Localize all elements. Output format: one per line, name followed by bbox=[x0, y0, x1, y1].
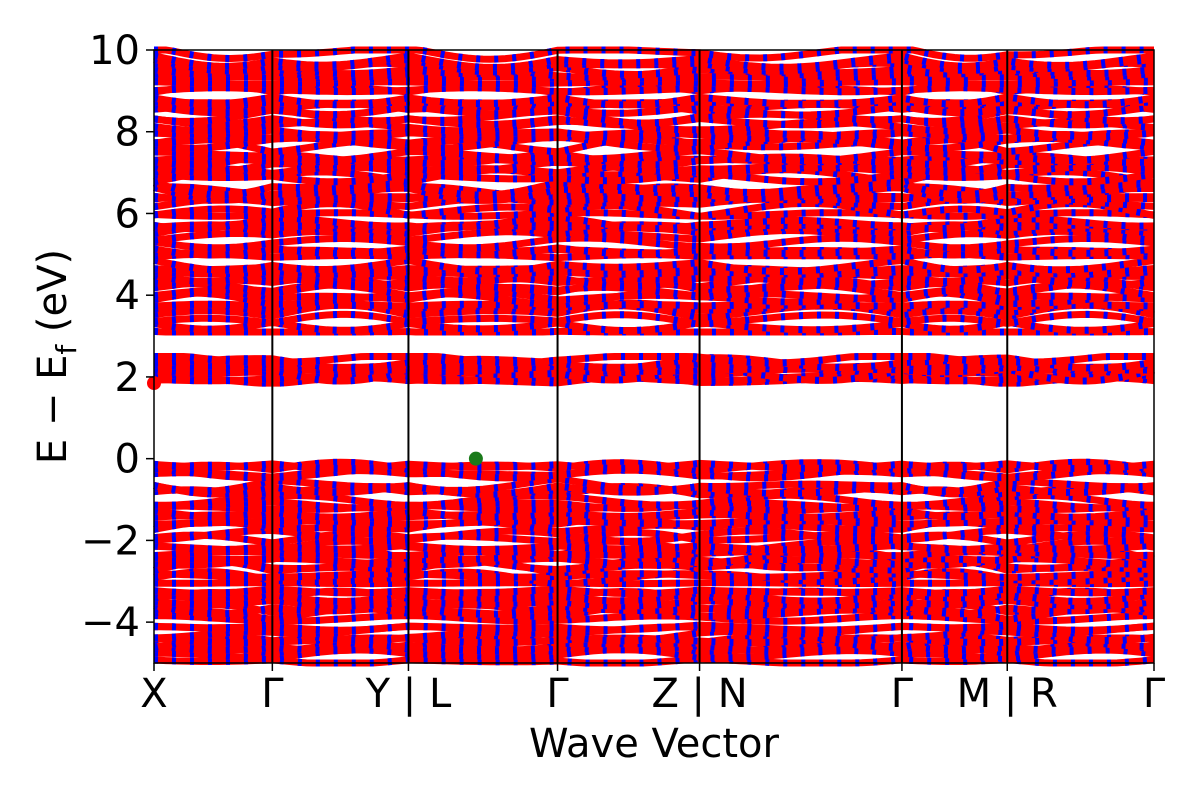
vbm-marker bbox=[468, 451, 483, 466]
x-tick-label: Y | L bbox=[365, 671, 452, 717]
band-line-spin-up bbox=[154, 46, 1154, 63]
y-tick-label: −2 bbox=[81, 518, 140, 564]
extrema-markers bbox=[147, 376, 483, 466]
x-tick-label: X bbox=[140, 671, 167, 717]
band-line-spin-up bbox=[153, 169, 1155, 186]
y-tick-label: −4 bbox=[81, 600, 140, 646]
y-tick-label: 2 bbox=[115, 355, 140, 401]
y-axis-label: E − Ef (eV) bbox=[30, 249, 83, 464]
x-tick-label: Z | N bbox=[651, 671, 747, 717]
y-axis-ticks: −4 −2 0 2 4 6 8 10 bbox=[81, 28, 154, 646]
x-tick-label: Γ bbox=[546, 671, 569, 717]
band-line-spin-up bbox=[153, 641, 1155, 655]
y-tick-label: 6 bbox=[115, 191, 140, 237]
high-symmetry-lines bbox=[271, 50, 1009, 663]
band-line-spin-up bbox=[153, 199, 1155, 220]
band-line-spin-up bbox=[153, 102, 1155, 119]
band-line-spin-up bbox=[153, 213, 1155, 233]
band-line-spin-up bbox=[153, 497, 1155, 512]
band-line-spin-up bbox=[153, 589, 1155, 605]
band-line-spin-up bbox=[153, 288, 1155, 304]
band-line-spin-up bbox=[153, 585, 1155, 598]
band-line-spin-up bbox=[154, 353, 1154, 367]
band-line-spin-up bbox=[153, 93, 1155, 109]
x-tick-label: M | R bbox=[957, 671, 1058, 717]
band-lines bbox=[153, 46, 1155, 667]
band-line-spin-up bbox=[153, 526, 1155, 545]
band-line-spin-up bbox=[153, 52, 1155, 71]
y-tick-label: 8 bbox=[115, 110, 140, 156]
x-axis-ticks: X Γ Y | L Γ Z | N Γ M | R Γ bbox=[140, 663, 1166, 717]
band-line-spin-up bbox=[153, 147, 1155, 165]
band-line-spin-up bbox=[153, 507, 1155, 521]
band-line-spin-up bbox=[153, 475, 1155, 495]
band-line-spin-up bbox=[153, 601, 1155, 618]
band-line-spin-up bbox=[153, 596, 1155, 610]
x-axis-label: Wave Vector bbox=[529, 721, 780, 767]
band-line-spin-up bbox=[153, 621, 1155, 634]
band-line-spin-up bbox=[153, 129, 1155, 142]
x-tick-label: Γ bbox=[1143, 671, 1166, 717]
band-line-spin-up bbox=[153, 234, 1155, 252]
y-axis-label-sub: f bbox=[50, 344, 83, 355]
band-line-spin-up bbox=[153, 78, 1154, 88]
y-tick-label: 0 bbox=[115, 437, 140, 483]
plot-frame bbox=[153, 49, 1155, 664]
band-line-spin-up bbox=[153, 209, 1155, 220]
y-axis-label-unit: (eV) bbox=[30, 249, 76, 345]
y-tick-label: 10 bbox=[89, 28, 140, 74]
band-line-spin-up bbox=[153, 541, 1155, 554]
band-line-spin-up bbox=[154, 517, 1155, 528]
x-tick-label: Γ bbox=[891, 671, 914, 717]
band-line-spin-up bbox=[153, 528, 1155, 547]
y-tick-label: 4 bbox=[115, 273, 140, 319]
band-line-spin-up bbox=[153, 459, 1155, 473]
band-line-spin-up bbox=[153, 318, 1155, 334]
band-line-spin-up bbox=[153, 310, 1155, 328]
band-line-spin-up bbox=[153, 84, 1155, 96]
y-axis-label-main: E − E bbox=[30, 355, 76, 465]
band-line-spin-up bbox=[153, 179, 1155, 199]
band-line-spin-up bbox=[153, 244, 1155, 259]
band-line-spin-up bbox=[153, 256, 1155, 276]
band-line-spin-up bbox=[154, 570, 1155, 581]
x-tick-label: Γ bbox=[261, 671, 284, 717]
